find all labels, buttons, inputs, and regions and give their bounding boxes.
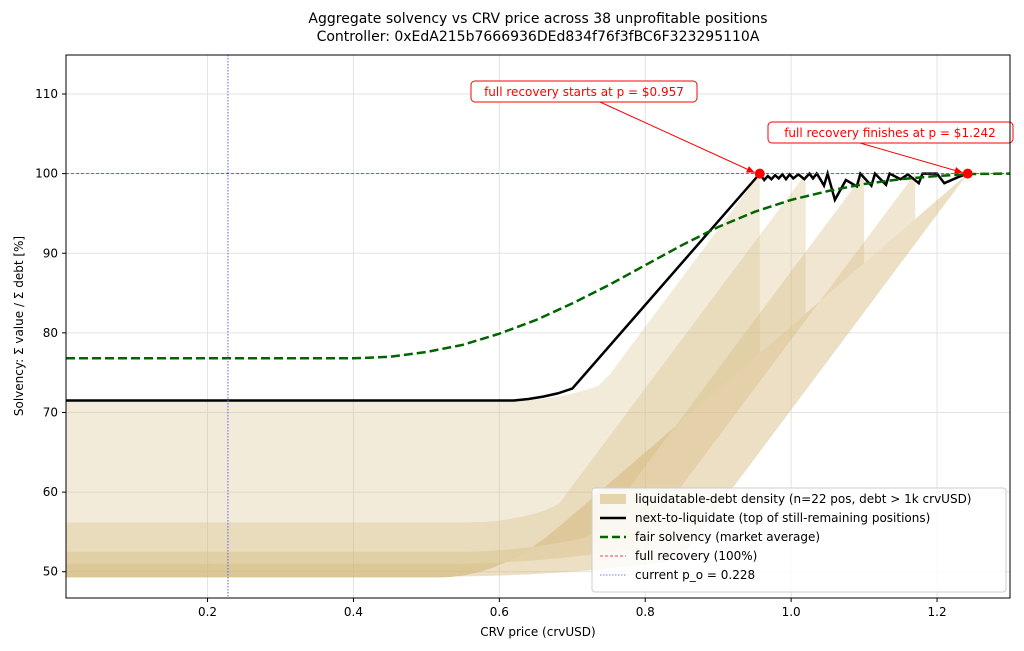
legend-label: current p_o = 0.228 bbox=[635, 568, 755, 582]
density-band bbox=[66, 173, 760, 578]
annotation-box bbox=[767, 121, 1014, 144]
annotations: full recovery starts at p = $0.957 full … bbox=[470, 80, 1014, 174]
annotation-finish: full recovery finishes at p = $1.242 bbox=[767, 121, 1014, 174]
annotation-start-label: full recovery starts at p = $0.957 bbox=[484, 85, 684, 99]
recovery-points bbox=[754, 168, 973, 179]
y-tick-label: 60 bbox=[43, 485, 58, 499]
annotation-arrowhead bbox=[746, 166, 755, 173]
legend: liquidatable-debt density (n=22 pos, deb… bbox=[591, 487, 1007, 593]
density-bands bbox=[66, 173, 968, 578]
y-tick-label: 90 bbox=[43, 246, 58, 260]
density-band bbox=[66, 173, 806, 578]
annotation-arrow bbox=[599, 101, 755, 174]
y-tick-label: 100 bbox=[35, 167, 58, 181]
y-tick-label: 110 bbox=[35, 87, 58, 101]
annotation-finish-label: full recovery finishes at p = $1.242 bbox=[784, 126, 996, 140]
legend-label: next-to-liquidate (top of still-remainin… bbox=[635, 511, 930, 525]
x-axis-label: CRV price (crvUSD) bbox=[480, 625, 595, 639]
y-tick-label: 50 bbox=[43, 565, 58, 579]
y-tick-label: 80 bbox=[43, 326, 58, 340]
density-band bbox=[66, 173, 968, 578]
x-tick-label: 0.6 bbox=[490, 605, 509, 619]
fair-solvency-line bbox=[66, 172, 1010, 360]
legend-swatch-density bbox=[600, 494, 626, 504]
legend-item: full recovery (100%) bbox=[600, 549, 757, 563]
annotation-arrow bbox=[859, 142, 963, 174]
x-tick-label: 1.0 bbox=[782, 605, 801, 619]
axes-frame bbox=[65, 54, 1011, 599]
x-tick-label: 0.8 bbox=[636, 605, 655, 619]
legend-box bbox=[591, 487, 1007, 593]
legend-item: current p_o = 0.228 bbox=[600, 568, 755, 582]
annotation-box bbox=[470, 80, 698, 103]
x-axis: 0.2 0.4 0.6 0.8 1.0 1.2 bbox=[198, 598, 947, 619]
annotation-arrowhead bbox=[954, 167, 963, 174]
x-tick-label: 0.2 bbox=[198, 605, 217, 619]
legend-item: liquidatable-debt density (n=22 pos, deb… bbox=[600, 492, 972, 506]
legend-label: liquidatable-debt density (n=22 pos, deb… bbox=[635, 492, 972, 506]
x-tick-label: 0.4 bbox=[344, 605, 363, 619]
recovery-point bbox=[754, 168, 765, 179]
legend-label: fair solvency (market average) bbox=[635, 530, 820, 544]
x-tick-label: 1.2 bbox=[928, 605, 947, 619]
y-tick-label: 70 bbox=[43, 405, 58, 419]
legend-label: full recovery (100%) bbox=[635, 549, 757, 563]
chart-subtitle: Controller: 0xEdA215b7666936DEd834f76f3f… bbox=[317, 29, 760, 45]
legend-item: next-to-liquidate (top of still-remainin… bbox=[600, 511, 930, 525]
y-axis-label: Solvency: Σ value / Σ debt [%] bbox=[12, 236, 26, 416]
legend-item: fair solvency (market average) bbox=[600, 530, 820, 544]
chart-title: Aggregate solvency vs CRV price across 3… bbox=[308, 11, 767, 27]
y-axis: 50 60 70 80 90 100 110 bbox=[35, 87, 66, 579]
recovery-point bbox=[962, 168, 973, 179]
annotation-start: full recovery starts at p = $0.957 bbox=[470, 80, 755, 174]
density-band bbox=[66, 173, 916, 578]
